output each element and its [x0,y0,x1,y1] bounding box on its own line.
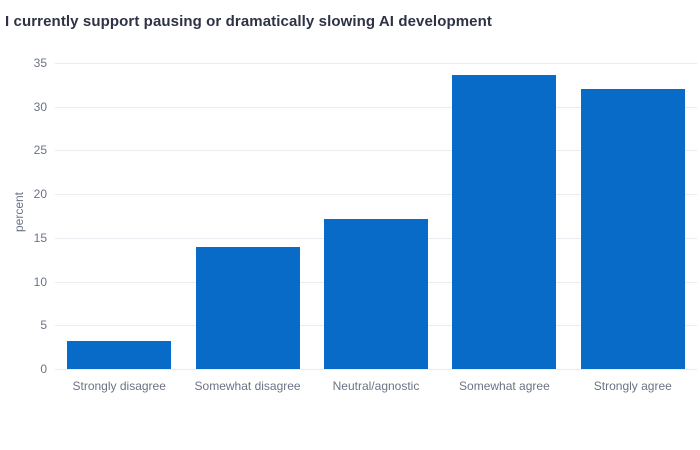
x-tick-label: Strongly disagree [72,379,166,393]
chart-title: I currently support pausing or dramatica… [5,13,492,30]
y-tick-label: 20 [33,187,47,202]
x-tick-label: Strongly agree [593,379,672,393]
gridline [55,194,697,196]
bar-strongly-disagree[interactable] [67,341,172,369]
y-tick-label: 10 [33,274,47,289]
gridline [55,369,697,370]
gridline [55,150,697,152]
gridline [55,62,697,64]
x-tick-label: Somewhat agree [459,379,550,393]
y-tick-label: 30 [33,99,47,114]
y-tick-label: 25 [33,143,47,158]
bar-strongly-agree[interactable] [580,89,685,369]
bar-somewhat-disagree[interactable] [195,247,300,369]
bar-neutral-agnostic[interactable] [324,218,428,369]
y-tick-label: 15 [33,230,47,245]
bar-somewhat-agree[interactable] [452,75,557,369]
x-tick-label: Neutral/agnostic [332,379,420,393]
y-tick-label: 0 [40,362,47,376]
x-tick-label: Somewhat disagree [194,379,301,393]
y-tick-label: 5 [40,318,47,333]
y-tick-label: 35 [33,55,47,70]
gridline [55,106,697,108]
